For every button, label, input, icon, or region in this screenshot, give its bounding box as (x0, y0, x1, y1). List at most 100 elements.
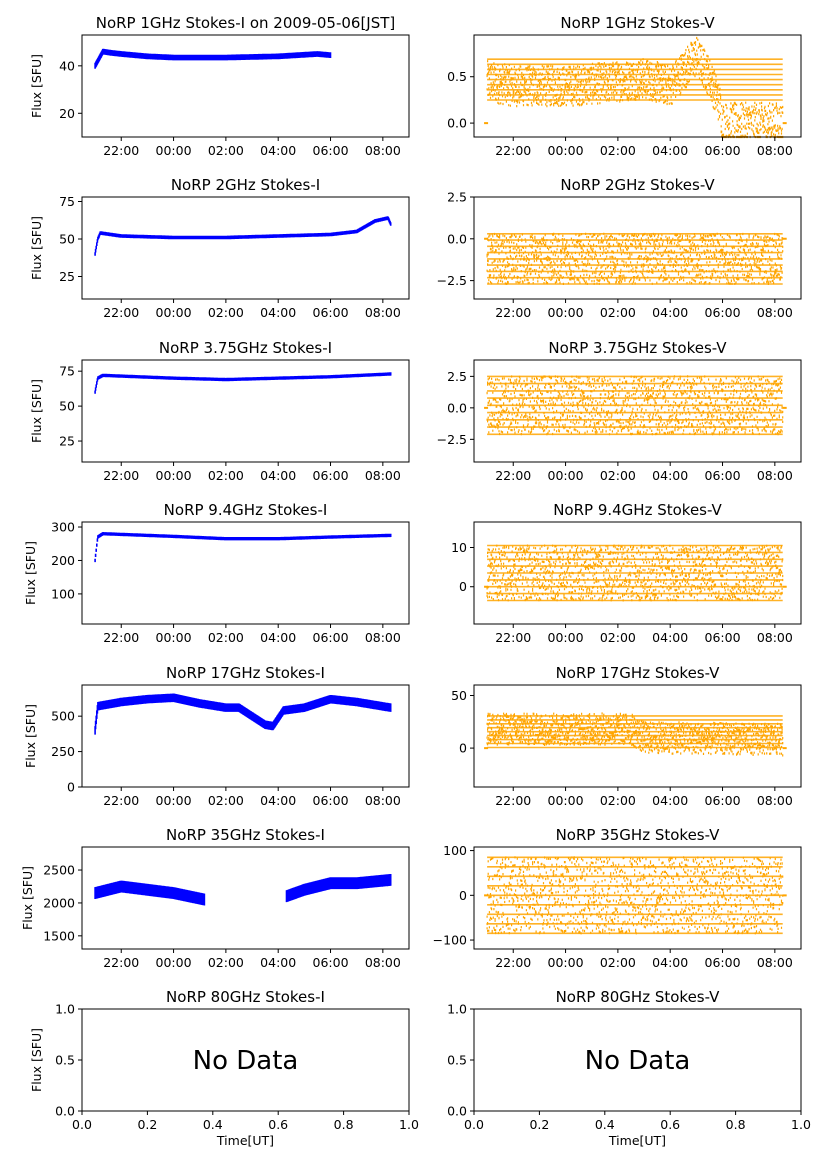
x-tick-label: 02:00 (600, 793, 636, 808)
axes-frame (81, 359, 410, 463)
y-tick-label: 0.0 (55, 1104, 75, 1119)
x-tick-label: 02:00 (208, 468, 244, 483)
y-axis-label: Flux [SFU] (29, 1028, 44, 1092)
y-tick-label: 40 (59, 58, 75, 73)
y-tick-label: 75 (59, 194, 75, 209)
data-points (484, 856, 787, 935)
y-tick-label: 25 (59, 434, 75, 449)
x-tick-label: 22:00 (103, 630, 139, 645)
axes-frame (81, 34, 410, 138)
panel-13: NoRP 80GHz Stokes-V No Data 0.0 0.5 1.0 0.0 0.… (447, 988, 811, 1148)
y-tick-label: −2.5 (437, 432, 467, 447)
x-tick-label: 00:00 (548, 468, 584, 483)
x-tick-label: 08:00 (757, 793, 793, 808)
x-tick-label: 0.4 (203, 1117, 223, 1132)
y-axis-label: Flux [SFU] (23, 704, 38, 768)
series-bands (487, 58, 783, 101)
panel-title: NoRP 1GHz Stokes-I on 2009-05-06[JST] (96, 14, 396, 32)
x-tick-label: 1.0 (399, 1117, 419, 1132)
y-tick-label: 2500 (43, 863, 75, 878)
y-tick-label: 2.5 (447, 190, 467, 205)
x-tick-label: 04:00 (652, 305, 688, 320)
x-tick-label: 06:00 (705, 305, 741, 320)
y-axis-label: Flux [SFU] (29, 379, 44, 443)
y-tick-label: 0 (67, 780, 75, 795)
x-tick-label: 02:00 (208, 143, 244, 158)
y-tick-label: 250 (51, 744, 75, 759)
x-tick-label: 22:00 (495, 793, 531, 808)
x-tick-label: 08:00 (365, 143, 401, 158)
series-scatter (94, 372, 392, 394)
y-tick-label: 2000 (43, 895, 75, 910)
panel-title: NoRP 3.75GHz Stokes-V (548, 339, 727, 357)
x-axis-label: Time[UT] (216, 1133, 274, 1148)
x-tick-label: 00:00 (548, 793, 584, 808)
x-tick-label: 06:00 (705, 143, 741, 158)
x-tick-label: 04:00 (652, 955, 688, 970)
x-tick-label: 0.6 (268, 1117, 288, 1132)
series-scatter (94, 216, 392, 256)
x-tick-label: 08:00 (757, 955, 793, 970)
x-tick-label: 06:00 (705, 468, 741, 483)
x-tick-label: 06:00 (313, 793, 349, 808)
x-tick-label: 00:00 (548, 305, 584, 320)
x-tick-label: 08:00 (365, 305, 401, 320)
panel-title: NoRP 1GHz Stokes-V (560, 14, 715, 32)
panel-title: NoRP 35GHz Stokes-V (556, 826, 721, 844)
y-tick-label: 75 (59, 364, 75, 379)
y-tick-label: 0 (459, 888, 467, 903)
x-tick-label: 0.8 (726, 1117, 746, 1132)
y-tick-label: 0 (459, 579, 467, 594)
axes-frame (81, 684, 410, 788)
data-points (94, 48, 332, 69)
data-points (484, 544, 787, 602)
x-tick-label: 04:00 (260, 305, 296, 320)
y-tick-label: 0.0 (447, 400, 467, 415)
x-tick-label: 22:00 (103, 305, 139, 320)
x-tick-label: 06:00 (313, 630, 349, 645)
x-tick-label: 06:00 (313, 143, 349, 158)
y-tick-label: 2.5 (447, 369, 467, 384)
x-tick-label: 04:00 (652, 468, 688, 483)
x-tick-label: 0.4 (595, 1117, 615, 1132)
y-tick-label: 0.0 (447, 116, 467, 131)
x-tick-label: 0.2 (529, 1117, 549, 1132)
x-tick-label: 00:00 (156, 793, 192, 808)
x-tick-label: 22:00 (103, 468, 139, 483)
x-tick-label: 06:00 (705, 630, 741, 645)
x-tick-label: 00:00 (548, 955, 584, 970)
x-tick-label: 02:00 (600, 305, 636, 320)
x-tick-label: 1.0 (791, 1117, 811, 1132)
axes-frame (473, 684, 802, 788)
x-tick-label: 04:00 (260, 468, 296, 483)
series-bands (487, 544, 783, 602)
x-tick-label: 22:00 (495, 630, 531, 645)
x-tick-label: 0.8 (334, 1117, 354, 1132)
y-tick-label: −2.5 (437, 273, 467, 288)
x-tick-label: 06:00 (705, 955, 741, 970)
panel-title: NoRP 2GHz Stokes-I (171, 176, 320, 194)
x-tick-label: 04:00 (260, 143, 296, 158)
x-tick-label: 08:00 (757, 305, 793, 320)
x-tick-label: 08:00 (365, 468, 401, 483)
no-data-label: No Data (585, 1046, 691, 1076)
x-tick-label: 08:00 (757, 143, 793, 158)
y-tick-label: 50 (59, 232, 75, 247)
x-tick-label: 06:00 (705, 793, 741, 808)
panel-title: NoRP 2GHz Stokes-V (560, 176, 715, 194)
series-bands (487, 375, 783, 436)
panel-8: NoRP 17GHz Stokes-I 0 250 500 22:00 00:00 02:0… (23, 664, 410, 808)
y-tick-label: 20 (59, 106, 75, 121)
axes-frame (473, 846, 802, 950)
y-tick-label: 0.5 (447, 69, 467, 84)
x-tick-label: 04:00 (652, 793, 688, 808)
x-tick-label: 22:00 (103, 793, 139, 808)
x-tick-label: 22:00 (495, 305, 531, 320)
x-tick-label: 02:00 (600, 955, 636, 970)
data-points (484, 232, 787, 285)
x-tick-label: 04:00 (652, 630, 688, 645)
panel-10: NoRP 35GHz Stokes-I 1500 2000 2500 22:00 00:0… (20, 826, 410, 970)
y-tick-label: 1.0 (447, 1002, 467, 1017)
y-tick-label: 100 (51, 586, 75, 601)
